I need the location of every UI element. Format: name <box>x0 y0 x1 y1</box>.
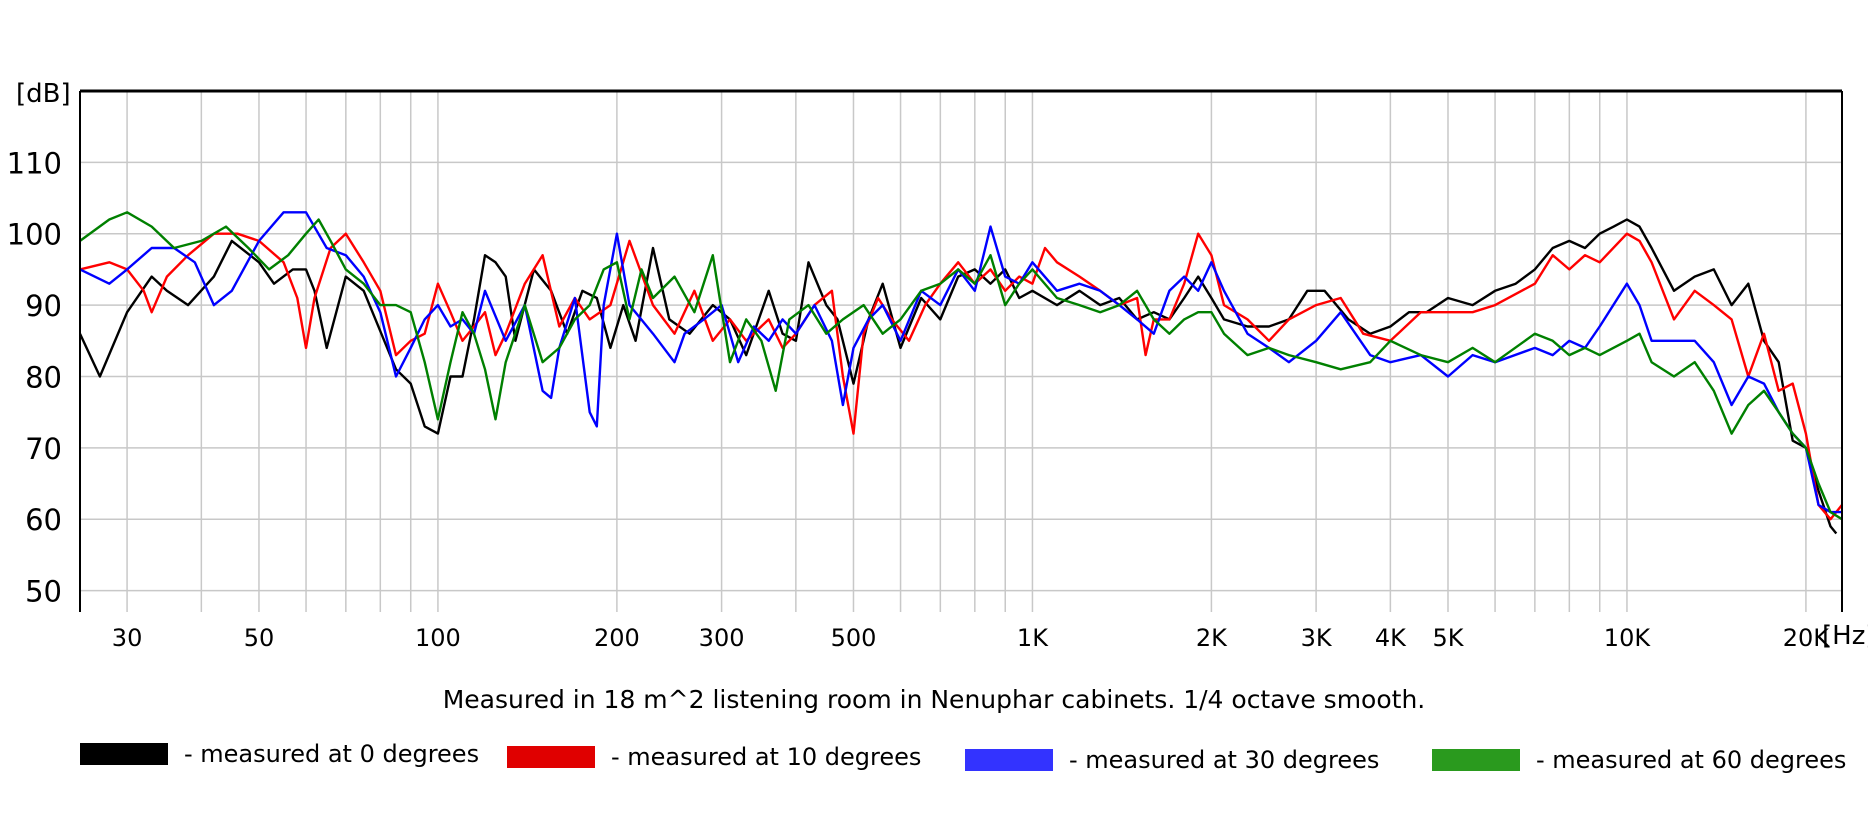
y-tick-label: 90 <box>25 289 62 323</box>
series-line-1 <box>79 232 1843 521</box>
legend-label: - measured at 0 degrees <box>184 740 480 768</box>
legend-label: - measured at 10 degrees <box>611 743 922 771</box>
grid <box>80 91 1842 612</box>
y-tick-label: 50 <box>25 575 62 609</box>
x-tick-label: 20K <box>1783 624 1831 652</box>
x-tick-label: 4K <box>1375 624 1407 652</box>
legend-item: - measured at 30 degrees <box>965 740 1379 780</box>
x-tick-label: 100 <box>415 624 461 652</box>
x-tick-label: 10K <box>1604 624 1652 652</box>
x-tick-label: 30 <box>112 624 143 652</box>
y-tick-label: 110 <box>7 146 62 180</box>
x-tick-label: 5K <box>1432 624 1464 652</box>
legend-swatch <box>80 743 168 765</box>
y-tick-label: 60 <box>25 503 62 537</box>
x-tick-labels: 30 50 100 200 300 500 1K 2K 3K 4K 5K 10K 20K <box>112 624 1831 652</box>
x-tick-label: 200 <box>594 624 640 652</box>
legend-swatch <box>965 749 1053 771</box>
x-tick-label: 3K <box>1301 624 1333 652</box>
y-tick-label: 100 <box>7 218 62 252</box>
legend-swatch <box>1432 749 1520 771</box>
legend-label: - measured at 30 degrees <box>1069 746 1380 774</box>
y-tick-label: 80 <box>25 360 62 394</box>
y-tick-labels: 50 60 70 80 90 100 110 <box>7 146 62 608</box>
series-line-3 <box>79 211 1843 521</box>
legend-label: - measured at 60 degrees <box>1536 746 1847 774</box>
x-unit-label: [Hz] <box>1822 621 1868 651</box>
x-tick-label: 300 <box>699 624 745 652</box>
legend-item: - measured at 0 degrees <box>80 734 479 774</box>
x-tick-label: 500 <box>831 624 877 652</box>
series-line-2 <box>79 211 1842 514</box>
y-tick-label: 70 <box>25 432 62 466</box>
legend-item: - measured at 60 degrees <box>1432 740 1846 780</box>
legend-swatch <box>507 746 595 768</box>
y-unit-label: [dB] <box>16 79 71 109</box>
series-line-0 <box>78 218 1838 535</box>
x-tick-label: 50 <box>244 624 275 652</box>
legend-item: - measured at 10 degrees <box>507 737 921 777</box>
plot-frame <box>79 89 1843 612</box>
chart-caption: Measured in 18 m^2 listening room in Nen… <box>442 685 1426 714</box>
x-tick-label: 2K <box>1196 624 1228 652</box>
series-lines <box>78 211 1843 535</box>
x-tick-label: 1K <box>1017 624 1049 652</box>
